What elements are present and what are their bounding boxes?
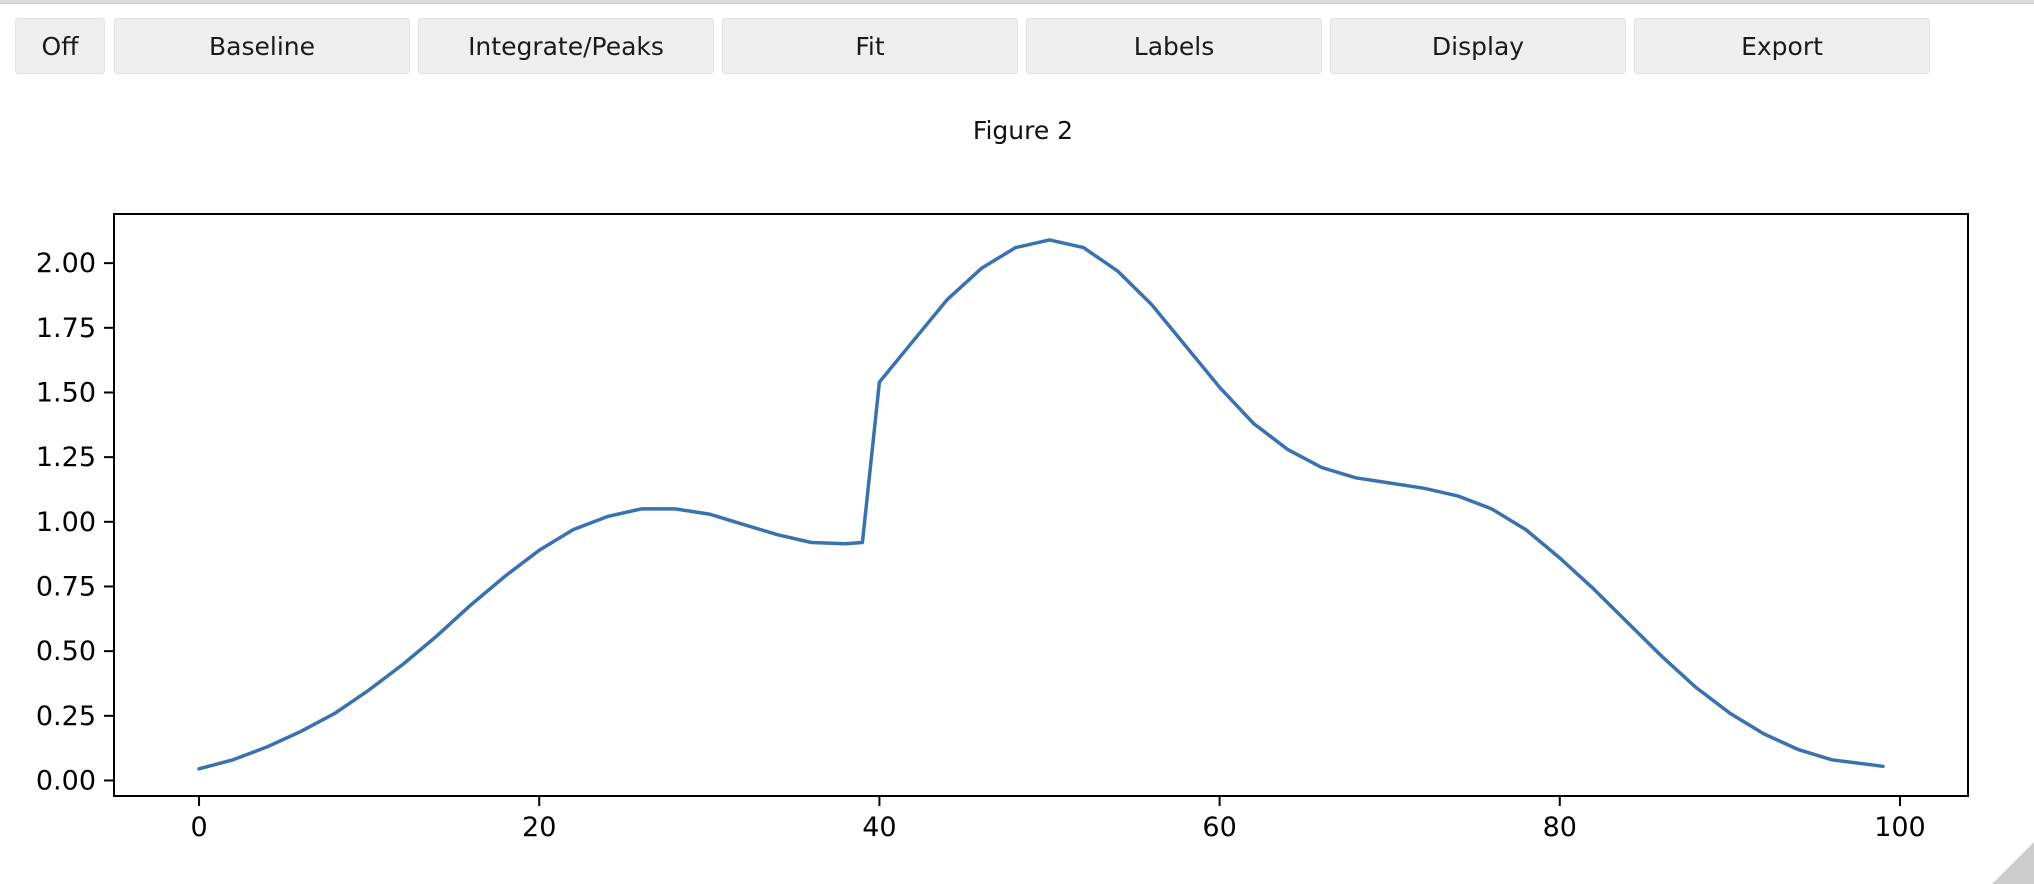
x-tick-label: 40 xyxy=(862,812,896,843)
y-tick-label: 0.50 xyxy=(36,636,96,667)
y-tick-label: 0.00 xyxy=(36,765,96,796)
x-tick-label: 100 xyxy=(1874,812,1926,843)
display-button[interactable]: Display xyxy=(1330,18,1626,74)
window-top-border xyxy=(0,0,2034,4)
y-tick-label: 1.75 xyxy=(36,313,96,344)
y-tick-label: 0.25 xyxy=(36,701,96,732)
series-line xyxy=(197,238,1885,771)
y-tick-label: 1.00 xyxy=(36,507,96,538)
y-tick-label: 0.75 xyxy=(36,571,96,602)
y-tick-label: 1.50 xyxy=(36,377,96,408)
x-tick-label: 80 xyxy=(1543,812,1577,843)
figure-title: Figure 2 xyxy=(972,116,1074,145)
x-tick-label: 0 xyxy=(190,812,207,843)
y-tick-label: 2.00 xyxy=(36,248,96,279)
resize-handle[interactable] xyxy=(1992,842,2034,884)
integrate-peaks-button[interactable]: Integrate/Peaks xyxy=(418,18,714,74)
off-button[interactable]: Off xyxy=(15,18,105,74)
axes-frame xyxy=(113,213,1969,797)
export-button[interactable]: Export xyxy=(1634,18,1930,74)
baseline-button[interactable]: Baseline xyxy=(114,18,410,74)
y-tick-label: 1.25 xyxy=(36,442,96,473)
x-tick-label: 60 xyxy=(1202,812,1236,843)
labels-button[interactable]: Labels xyxy=(1026,18,1322,74)
x-tick-label: 20 xyxy=(522,812,556,843)
fit-button[interactable]: Fit xyxy=(722,18,1018,74)
